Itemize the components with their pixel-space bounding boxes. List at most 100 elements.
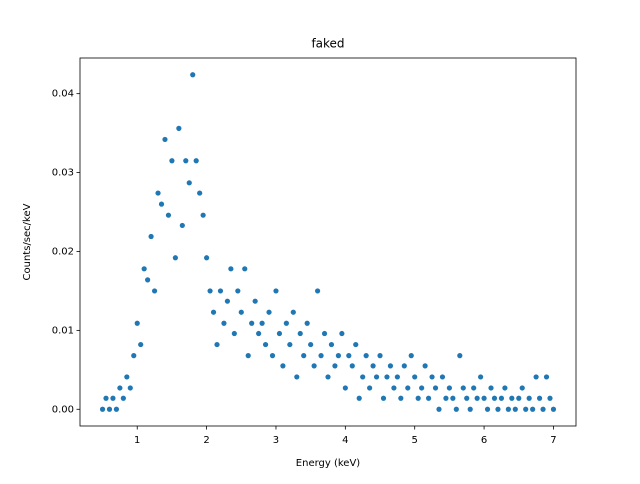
point (262, 341, 269, 348)
point (373, 374, 380, 380)
point (349, 363, 355, 369)
point (484, 406, 491, 412)
point (294, 374, 300, 380)
point (429, 374, 435, 380)
point (526, 395, 532, 401)
point (204, 255, 210, 261)
chart-title: faked (311, 37, 344, 51)
point (502, 385, 508, 391)
point (287, 341, 293, 348)
point (214, 341, 220, 348)
point (436, 406, 442, 412)
point (481, 395, 487, 401)
point (249, 320, 255, 326)
point (124, 374, 130, 380)
point (342, 385, 348, 391)
point (467, 406, 473, 412)
point (332, 363, 338, 369)
y-tick-label: 0.00 (52, 404, 74, 415)
point (425, 395, 432, 401)
point (547, 395, 553, 401)
point (200, 212, 206, 218)
point (165, 212, 172, 218)
point (217, 288, 224, 294)
point (370, 363, 376, 369)
point (405, 385, 411, 391)
point (356, 395, 362, 401)
point (391, 385, 397, 391)
point (478, 374, 484, 380)
point (543, 374, 550, 380)
point (519, 385, 525, 391)
point (311, 363, 317, 369)
point (283, 320, 289, 326)
point (387, 363, 394, 369)
point (464, 395, 470, 401)
point (353, 341, 359, 348)
point (318, 353, 324, 359)
point (509, 395, 515, 401)
point (384, 374, 390, 380)
x-tick-label: 3 (273, 435, 279, 446)
point (134, 320, 140, 326)
point (533, 374, 539, 380)
x-tick-label: 1 (134, 435, 140, 446)
point (335, 353, 342, 359)
point (498, 395, 505, 401)
point (155, 190, 161, 196)
point (245, 353, 251, 359)
point (106, 406, 113, 412)
point (266, 309, 272, 315)
point (117, 385, 123, 391)
x-tick-label: 7 (550, 435, 556, 446)
x-axis-label: Energy (keV) (296, 458, 361, 469)
point (512, 406, 518, 412)
y-axis-label: Counts/sec/keV (22, 203, 33, 280)
point (256, 330, 262, 337)
point (151, 288, 158, 294)
point (235, 288, 241, 294)
point (415, 395, 421, 401)
point (536, 395, 543, 401)
point (148, 233, 154, 240)
point (127, 385, 133, 391)
point (457, 353, 463, 359)
point (474, 395, 480, 401)
point (138, 341, 144, 348)
point (290, 309, 296, 315)
point (471, 385, 477, 391)
point (550, 406, 557, 412)
point (360, 374, 366, 380)
point (367, 385, 373, 391)
point (193, 158, 199, 164)
point (221, 320, 227, 326)
plot-frame (79, 57, 577, 427)
point (269, 353, 276, 359)
point (103, 395, 109, 401)
point (197, 190, 203, 196)
point (141, 266, 147, 272)
point (224, 298, 231, 304)
point (540, 406, 546, 412)
point (339, 330, 345, 337)
point (439, 374, 446, 380)
x-tick-label: 4 (342, 435, 348, 446)
point (408, 353, 414, 359)
point (412, 374, 418, 380)
point (207, 288, 213, 294)
point (422, 363, 428, 369)
y-tick-label: 0.01 (52, 325, 74, 336)
point (172, 255, 178, 261)
point (113, 406, 120, 412)
point (99, 406, 106, 412)
point (158, 201, 165, 207)
point (328, 341, 335, 348)
point (530, 406, 536, 412)
point (252, 298, 258, 304)
point (523, 406, 529, 412)
point (238, 309, 244, 315)
point (450, 395, 456, 401)
point (505, 406, 511, 412)
point (304, 320, 310, 326)
